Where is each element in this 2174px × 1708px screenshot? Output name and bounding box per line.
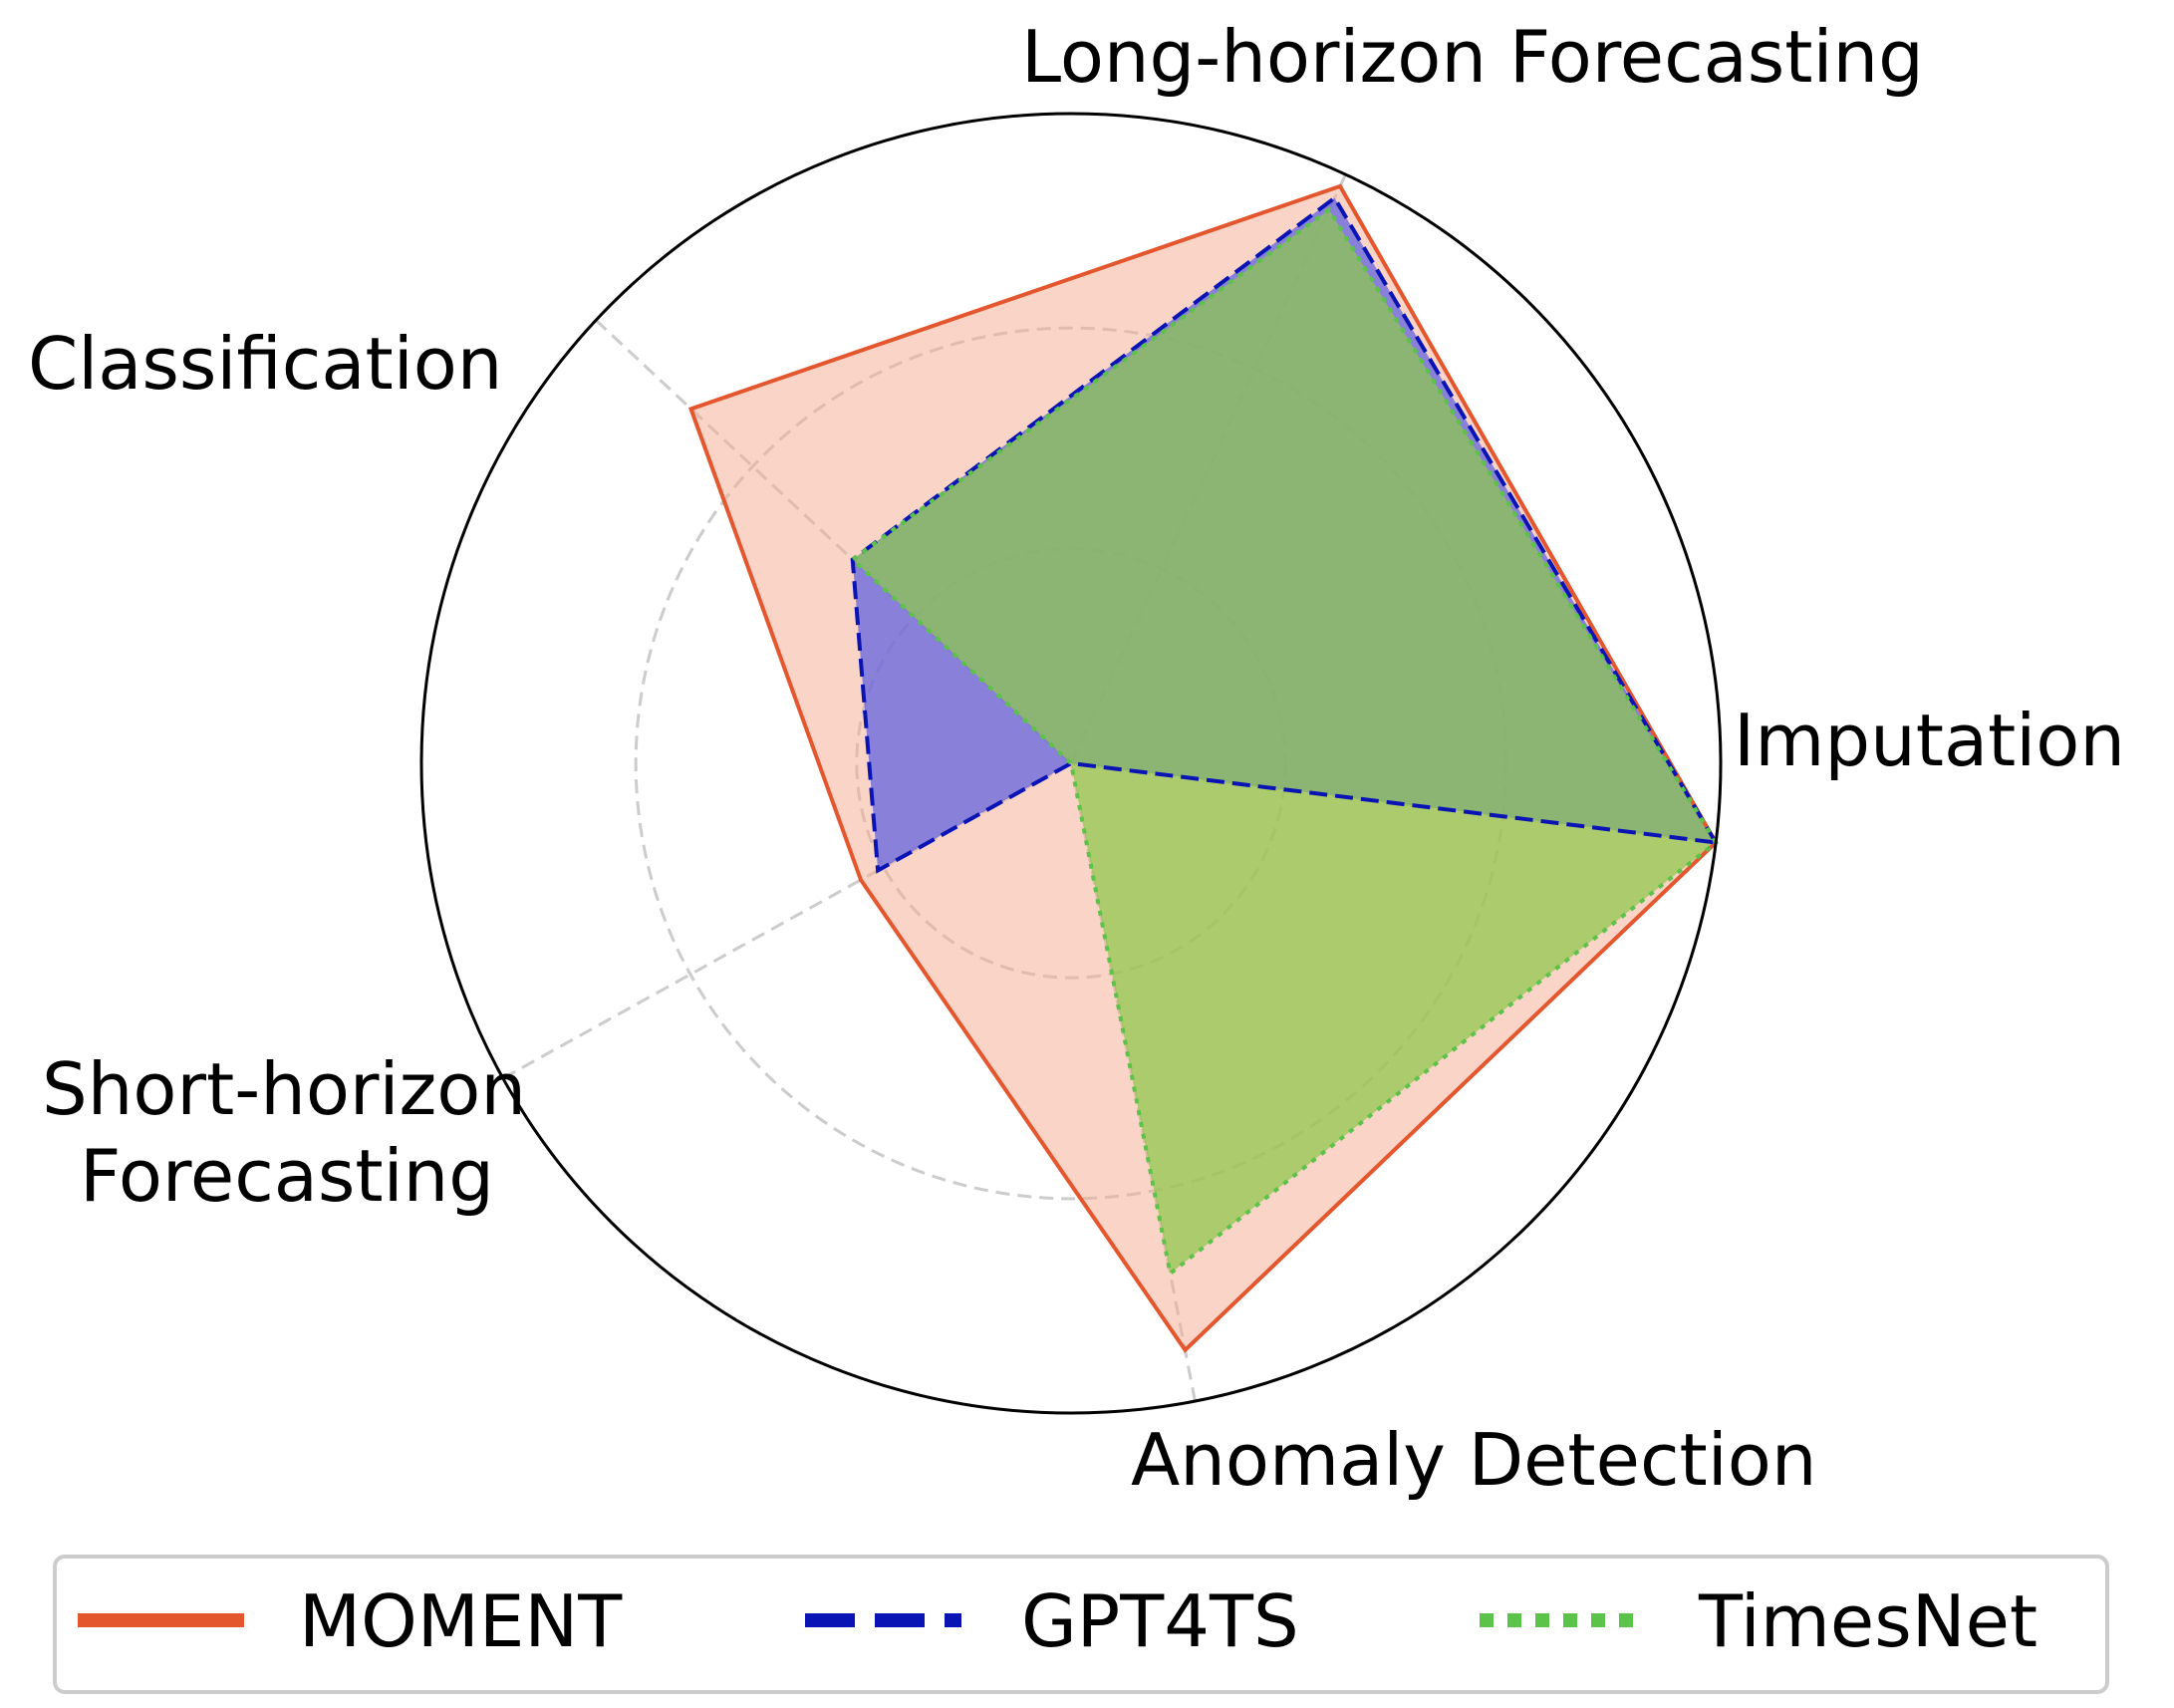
- outer-ring: [419, 112, 1723, 1415]
- legend-label-timesnet: TimesNet: [1698, 1579, 2038, 1663]
- radar-outer-circle: [419, 112, 1723, 1415]
- legend-label-gpt4ts: GPT4TS: [1021, 1579, 1299, 1663]
- legend-box: [53, 1555, 2109, 1694]
- radar-series: [687, 183, 1720, 1353]
- axis-label-anomaly: Anomaly Detection: [1131, 1418, 1816, 1502]
- series-fill-timesnet: [852, 209, 1717, 1274]
- legend: MOMENT GPT4TS TimesNet: [53, 1555, 2109, 1694]
- axis-label-short-horizon-line2: Forecasting: [80, 1134, 494, 1218]
- axis-labels: Imputation Long-horizon Forecasting Clas…: [28, 15, 2125, 1502]
- series-line-moment: [687, 183, 1719, 1353]
- axis-label-long-horizon: Long-horizon Forecasting: [1021, 15, 1924, 99]
- axis-label-short-horizon-line1: Short-horizon: [42, 1047, 526, 1131]
- axis-label-classification: Classification: [28, 322, 502, 406]
- series-line-gpt4ts: [850, 194, 1720, 874]
- legend-label-moment: MOMENT: [299, 1579, 623, 1663]
- axis-label-imputation: Imputation: [1734, 699, 2125, 782]
